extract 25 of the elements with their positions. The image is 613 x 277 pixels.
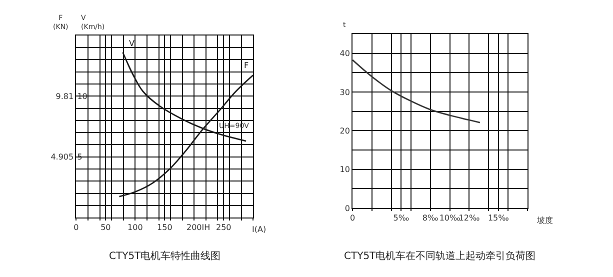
- y-tick-label: 9.81: [56, 92, 74, 101]
- series-label: V: [129, 39, 135, 48]
- y-tick-label: 10: [340, 165, 350, 174]
- y-tick-label: 0: [344, 204, 350, 213]
- text: CTY5T电机车在不同轨道上起动牵引负荷图: [344, 250, 536, 262]
- y-tick-label: 4.905: [50, 152, 74, 162]
- y-tick-label: 20: [340, 126, 350, 136]
- text: CTY5T电机车特性曲线图: [109, 250, 221, 262]
- y-tick-label: 40: [340, 49, 350, 58]
- x-tick-label: 100: [128, 223, 143, 232]
- x-tick-label: 8‰: [422, 214, 439, 223]
- x-tick-label: 200: [186, 223, 202, 232]
- x-tick-label: 5‰: [393, 214, 410, 223]
- x-tick-label: IH: [202, 223, 210, 232]
- x-tick-label: 15‰: [488, 214, 510, 223]
- x-tick-label: 250: [216, 223, 232, 232]
- y-tick-label: 30: [340, 88, 350, 97]
- x-tick-label: 12‰: [458, 214, 480, 223]
- x-axis-title: I(A): [252, 225, 266, 234]
- series-label: F: [244, 61, 249, 70]
- line-series: [352, 59, 481, 124]
- x-axis-title: 坡度: [536, 216, 553, 225]
- x-tick-label: 150: [157, 223, 172, 232]
- x-tick-label: 50: [100, 223, 111, 232]
- x-tick-label: 10‰: [439, 214, 461, 223]
